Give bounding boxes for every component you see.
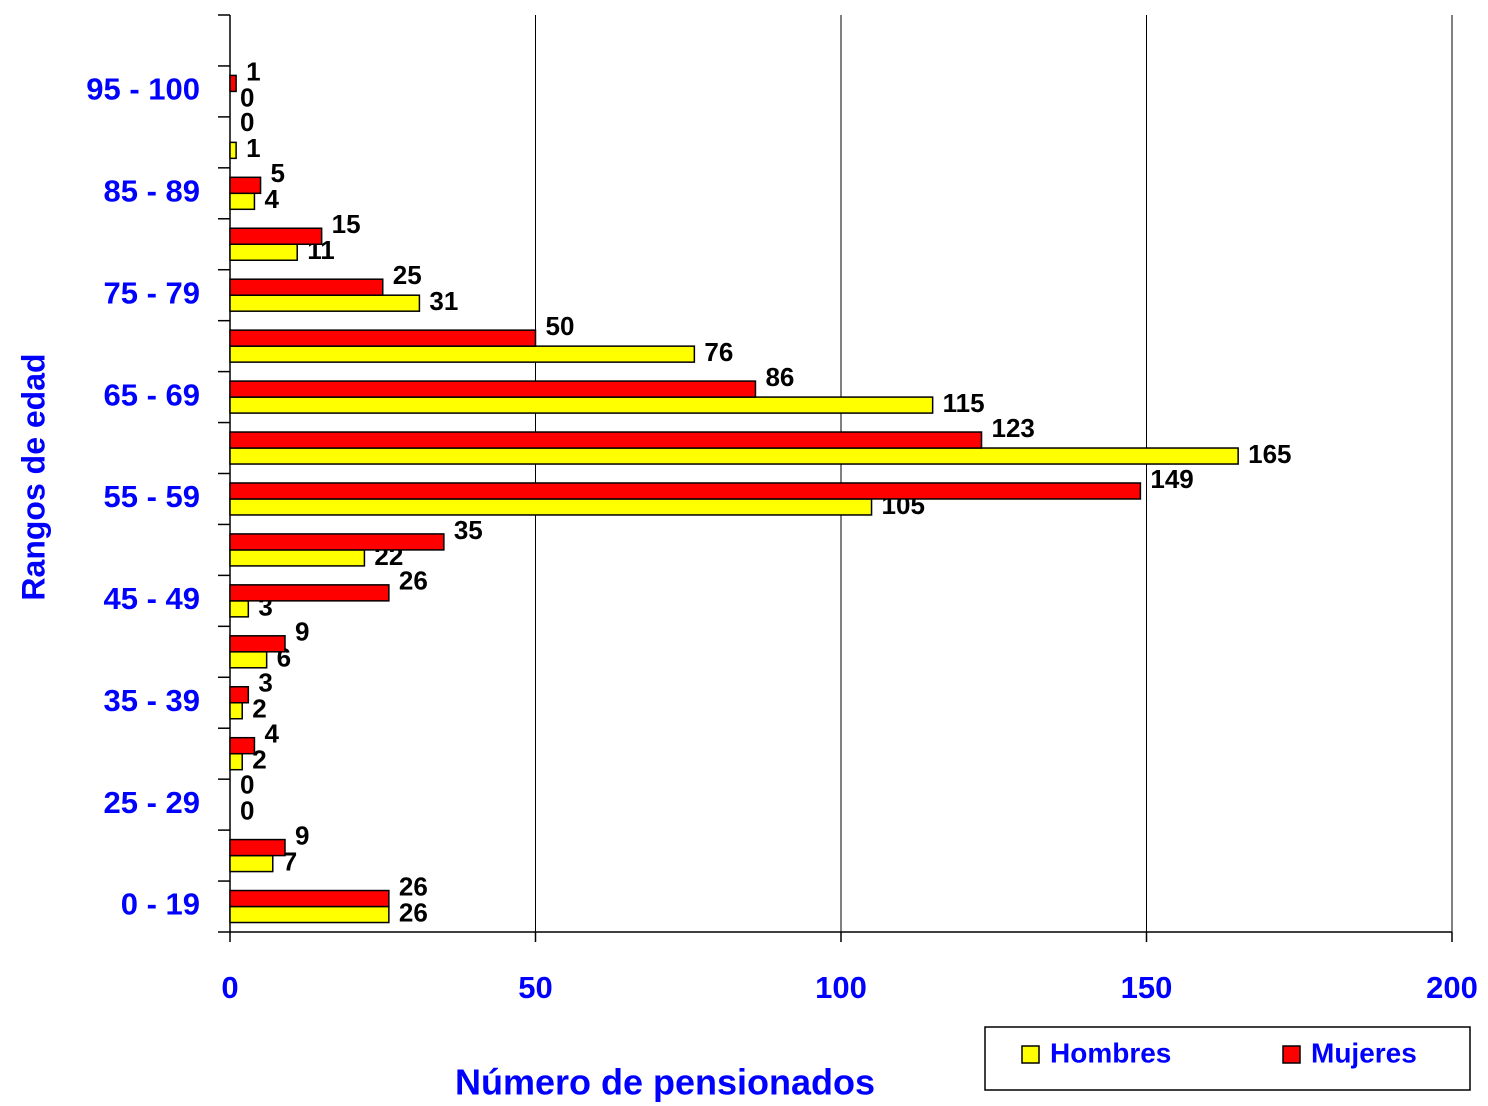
legend-swatch [1021, 1045, 1040, 1064]
y-axis-title: Rangos de edad [15, 353, 51, 600]
value-label: 26 [399, 897, 428, 927]
x-tick-label: 100 [815, 970, 867, 1005]
bar [229, 380, 757, 398]
value-label: 2 [252, 745, 266, 775]
value-label: 7 [283, 846, 297, 876]
bar [229, 838, 286, 857]
value-label: 25 [393, 260, 422, 290]
y-tick-label: 35 - 39 [103, 683, 200, 718]
legend-label: Mujeres [1311, 1037, 1417, 1068]
bar [229, 345, 696, 363]
bar [229, 651, 268, 669]
value-label: 3 [258, 668, 272, 698]
legend-box [984, 1026, 1471, 1091]
value-label: 2 [252, 694, 266, 724]
value-label: 1 [246, 133, 260, 163]
value-label: 0 [240, 770, 254, 800]
value-label: 76 [704, 337, 733, 367]
y-tick-label: 85 - 89 [103, 173, 200, 208]
value-label: 26 [399, 871, 428, 901]
value-label: 4 [264, 719, 279, 749]
bar [229, 294, 421, 312]
value-label: 4 [264, 184, 279, 214]
bar [229, 686, 250, 704]
bar [229, 889, 390, 908]
bar [229, 498, 873, 516]
bar [229, 905, 390, 924]
bar [229, 141, 237, 160]
bar [229, 176, 262, 195]
bar [229, 74, 237, 93]
y-tick-label: 75 - 79 [103, 275, 200, 310]
bar [229, 600, 250, 618]
value-label: 5 [271, 158, 285, 188]
value-label: 15 [332, 209, 361, 239]
x-tick-label: 50 [518, 970, 552, 1005]
value-label: 123 [992, 413, 1035, 443]
value-label: 1 [246, 56, 260, 86]
y-tick-label: 55 - 59 [103, 479, 200, 514]
value-label: 9 [295, 617, 309, 647]
bar [229, 584, 390, 602]
bar [229, 549, 366, 567]
bar [229, 533, 445, 551]
bar [229, 635, 286, 653]
y-tick-label: 65 - 69 [103, 377, 200, 412]
bar [229, 329, 537, 347]
bar [229, 447, 1239, 465]
value-label: 86 [765, 362, 794, 392]
bar [229, 227, 323, 245]
legend-label: Hombres [1050, 1037, 1171, 1068]
x-axis-title: Número de pensionados [455, 1062, 875, 1103]
value-label: 0 [240, 796, 254, 826]
bar [229, 431, 983, 449]
x-tick-label: 150 [1121, 970, 1173, 1005]
value-label: 149 [1150, 464, 1193, 494]
value-label: 165 [1248, 439, 1291, 469]
bar [229, 396, 934, 414]
bar [229, 752, 243, 771]
value-label: 0 [240, 82, 254, 112]
bar [229, 278, 384, 296]
y-tick-label: 45 - 49 [103, 581, 200, 616]
legend-swatch [1282, 1045, 1301, 1064]
bar [229, 243, 298, 261]
value-label: 0 [240, 107, 254, 137]
value-label: 26 [399, 566, 428, 596]
y-tick-label: 0 - 19 [121, 887, 200, 922]
bar [229, 854, 274, 873]
value-label: 31 [429, 286, 458, 316]
x-tick-label: 0 [221, 970, 238, 1005]
y-tick-label: 95 - 100 [86, 72, 200, 107]
y-tick-label: 25 - 29 [103, 785, 200, 820]
value-label: 35 [454, 515, 483, 545]
bar [229, 702, 243, 720]
bar [229, 482, 1142, 500]
bar [229, 736, 256, 755]
bar [229, 192, 256, 211]
value-label: 9 [295, 820, 309, 850]
x-tick-label: 200 [1426, 970, 1478, 1005]
value-label: 50 [546, 311, 575, 341]
value-label: 115 [943, 388, 985, 418]
